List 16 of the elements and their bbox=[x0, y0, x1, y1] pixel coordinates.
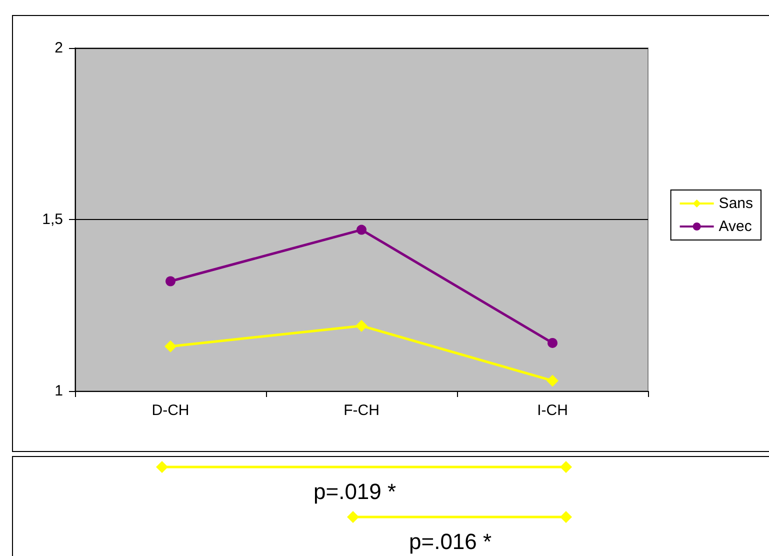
point bbox=[164, 340, 176, 352]
text: p=.016 * bbox=[409, 529, 492, 555]
text: p=.019 * bbox=[314, 479, 396, 505]
point bbox=[546, 374, 558, 387]
legend-label: Avec bbox=[718, 218, 752, 235]
y-tick-label: 1,5 bbox=[42, 211, 63, 228]
y-tick-label: 2 bbox=[54, 40, 63, 56]
x-tick-label: F-CH bbox=[344, 402, 380, 419]
point bbox=[548, 338, 558, 348]
x-tick-label: D-CH bbox=[152, 402, 190, 419]
x-tick-label: I-CH bbox=[537, 402, 568, 419]
legend-label: Sans bbox=[718, 195, 754, 212]
y-tick-label: 1 bbox=[54, 382, 63, 400]
point bbox=[356, 224, 366, 235]
point bbox=[356, 320, 368, 332]
point bbox=[166, 276, 176, 286]
